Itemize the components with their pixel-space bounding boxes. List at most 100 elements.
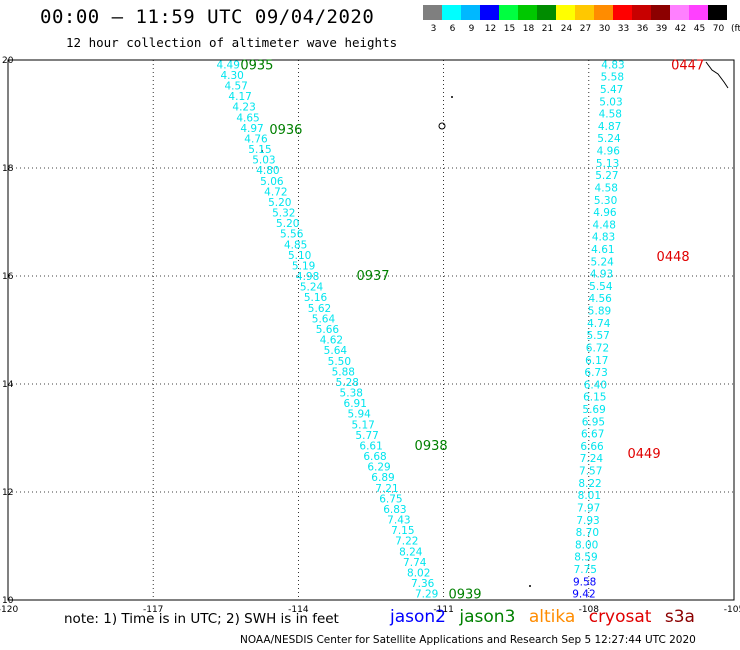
wave-height-label: 5.50 <box>328 356 351 368</box>
legend-swatch <box>556 5 575 20</box>
wave-height-label: 7.97 <box>577 502 600 514</box>
wave-height-label: 4.58 <box>599 109 622 121</box>
wave-height-label: 6.89 <box>371 472 394 484</box>
wave-height-label: 5.24 <box>300 282 324 294</box>
legend-swatch <box>537 5 556 20</box>
legend-label: 21 <box>542 24 553 34</box>
wave-height-label: 5.16 <box>304 292 328 304</box>
wave-height-label: 5.28 <box>336 377 359 389</box>
wave-height-label: 4.96 <box>593 207 617 219</box>
legend-swatch <box>442 5 461 20</box>
lat-tick-label: 20 <box>2 56 14 66</box>
satellite-key: jason2 jason3 altika cryosat s3a <box>390 607 703 627</box>
wave-height-label: 5.58 <box>601 72 624 84</box>
wave-height-label: 4.30 <box>220 70 243 82</box>
page-title: 00:00 – 11:59 UTC 09/04/2020 <box>40 6 375 28</box>
wave-height-label: 7.93 <box>576 515 599 527</box>
wave-height-label: 4.57 <box>224 81 247 93</box>
satellite-label-jason2: jason2 <box>390 607 446 627</box>
legend-swatch <box>689 5 708 20</box>
wave-height-label: 7.57 <box>579 466 602 478</box>
legend-swatch <box>518 5 537 20</box>
wave-height-label: 4.80 <box>256 165 279 177</box>
wave-height-label: 7.21 <box>375 483 398 495</box>
wave-height-label: 7.22 <box>395 536 418 548</box>
wave-height-map: -120 -117 -114 -111 -108 -105 20 18 16 14 12 10 4.49… <box>0 56 740 615</box>
satellite-label-jason3: jason3 <box>459 607 516 627</box>
wave-height-label: 5.15 <box>248 144 271 156</box>
wave-height-label: 5.38 <box>340 388 363 400</box>
wave-height-label: 7.43 <box>387 515 410 527</box>
wave-height-label: 6.29 <box>367 462 390 474</box>
wave-height-label: 7.36 <box>411 578 435 590</box>
wave-height-label: 6.72 <box>586 342 609 354</box>
lon-tick-label: -108 <box>579 605 600 615</box>
wave-height-label: 4.62 <box>320 335 343 347</box>
island-marker <box>529 585 531 587</box>
wave-height-label: 8.22 <box>578 478 601 490</box>
wave-height-label: 6.95 <box>582 416 605 428</box>
legend-swatch <box>651 5 670 20</box>
wave-height-label: 5.54 <box>589 281 613 293</box>
wave-height-label: 5.17 <box>351 419 374 431</box>
wave-height-label: 9.58 <box>573 576 596 588</box>
wave-height-label: 7.29 <box>415 589 438 601</box>
wave-height-label: 9.42 <box>572 589 595 601</box>
wave-height-label: 5.62 <box>308 303 331 315</box>
wave-height-label: 8.70 <box>576 527 599 539</box>
wave-height-label: 4.74 <box>587 318 611 330</box>
wave-height-label: 5.03 <box>599 96 622 108</box>
island-marker <box>438 122 446 130</box>
legend-label: 45 <box>694 24 705 34</box>
lat-tick-label: 16 <box>2 272 14 282</box>
satellite-label-cryosat: cryosat <box>588 607 652 627</box>
wave-height-label: 4.17 <box>228 91 251 103</box>
wave-height-label: 8.02 <box>407 567 430 579</box>
wave-height-label: 4.83 <box>601 59 624 71</box>
pass-time-label: 0447 <box>671 58 704 73</box>
wave-height-label: 4.49 <box>217 59 240 71</box>
satellite-label-altika: altika <box>528 607 576 627</box>
legend-label: 30 <box>599 24 611 34</box>
legend-label: 9 <box>469 24 475 34</box>
legend-label: 42 <box>675 24 686 34</box>
coastline <box>705 61 729 89</box>
wave-height-label: 5.32 <box>272 208 295 220</box>
legend-label: 12 <box>485 24 496 34</box>
legend-label: 6 <box>450 24 456 34</box>
wave-height-label: 6.15 <box>583 392 606 404</box>
wave-height-label: 8.00 <box>575 539 598 551</box>
pass-time-label: 0449 <box>628 447 661 462</box>
pass-time-label: 0938 <box>415 439 448 454</box>
wave-height-label: 6.61 <box>359 440 382 452</box>
lon-tick-label: -114 <box>288 605 309 615</box>
page-subtitle: 12 hour collection of altimeter wave hei… <box>66 35 398 50</box>
wave-height-label: 5.24 <box>597 133 621 145</box>
wave-height-label: 6.67 <box>581 429 604 441</box>
wave-height-label: 4.23 <box>232 102 255 114</box>
wave-height-label: 4.96 <box>597 146 621 158</box>
legend-label: 39 <box>656 24 668 34</box>
wave-height-label: 4.85 <box>284 239 307 251</box>
legend-swatch <box>423 5 442 20</box>
legend-swatch <box>594 5 613 20</box>
wave-height-label: 5.20 <box>276 218 299 230</box>
pass-time-label: 0937 <box>356 269 389 284</box>
wave-height-label: 6.66 <box>580 441 604 453</box>
wave-height-label: 7.24 <box>580 453 604 465</box>
island-marker <box>451 96 453 98</box>
wave-height-label: 5.94 <box>347 409 371 421</box>
wave-height-label: 5.64 <box>312 313 336 325</box>
legend-label: 36 <box>637 24 649 34</box>
legend-label: 33 <box>618 24 629 34</box>
lat-tick-label: 12 <box>2 488 13 498</box>
wave-height-label: 4.48 <box>593 219 616 231</box>
pass-time-label: 0936 <box>269 123 302 138</box>
wave-height-label: 5.66 <box>316 324 340 336</box>
wave-height-label: 4.97 <box>240 123 263 135</box>
legend-label: 24 <box>561 24 573 34</box>
legend-label: 27 <box>580 24 591 34</box>
wave-height-label: 5.56 <box>280 229 304 241</box>
legend-swatch <box>708 5 727 20</box>
wave-height-label: 5.13 <box>596 158 619 170</box>
